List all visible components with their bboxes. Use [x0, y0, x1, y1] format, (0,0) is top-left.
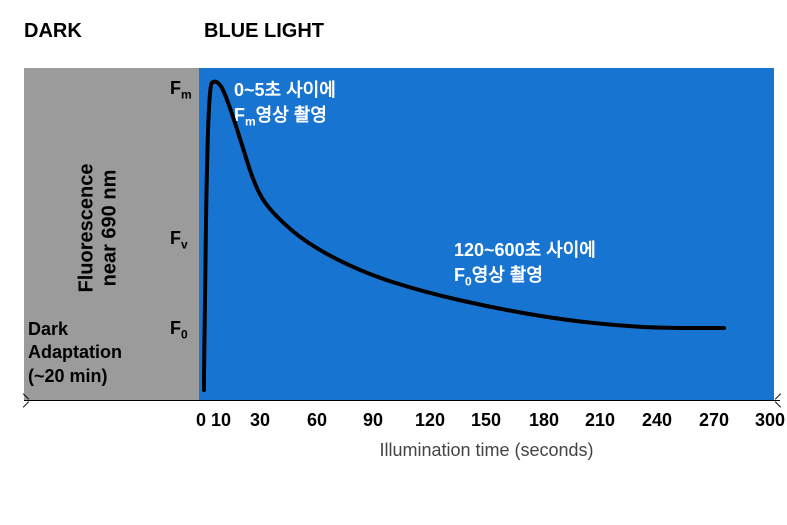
x-tick: 300 [755, 410, 785, 431]
fluorescence-curve [24, 20, 784, 420]
x-axis-label: Illumination time (seconds) [199, 440, 774, 461]
x-tick: 0 [196, 410, 206, 431]
x-axis-line [24, 400, 780, 401]
x-tick: 30 [250, 410, 270, 431]
fluorescence-chart: DARK BLUE LIGHT Fluorescence near 690 nm… [24, 20, 764, 500]
x-tick: 10 [211, 410, 231, 431]
x-tick: 150 [471, 410, 501, 431]
x-tick: 240 [642, 410, 672, 431]
x-tick: 120 [415, 410, 445, 431]
x-tick: 210 [585, 410, 615, 431]
x-tick: 90 [363, 410, 383, 431]
x-tick: 60 [307, 410, 327, 431]
x-tick: 180 [529, 410, 559, 431]
x-tick: 270 [699, 410, 729, 431]
